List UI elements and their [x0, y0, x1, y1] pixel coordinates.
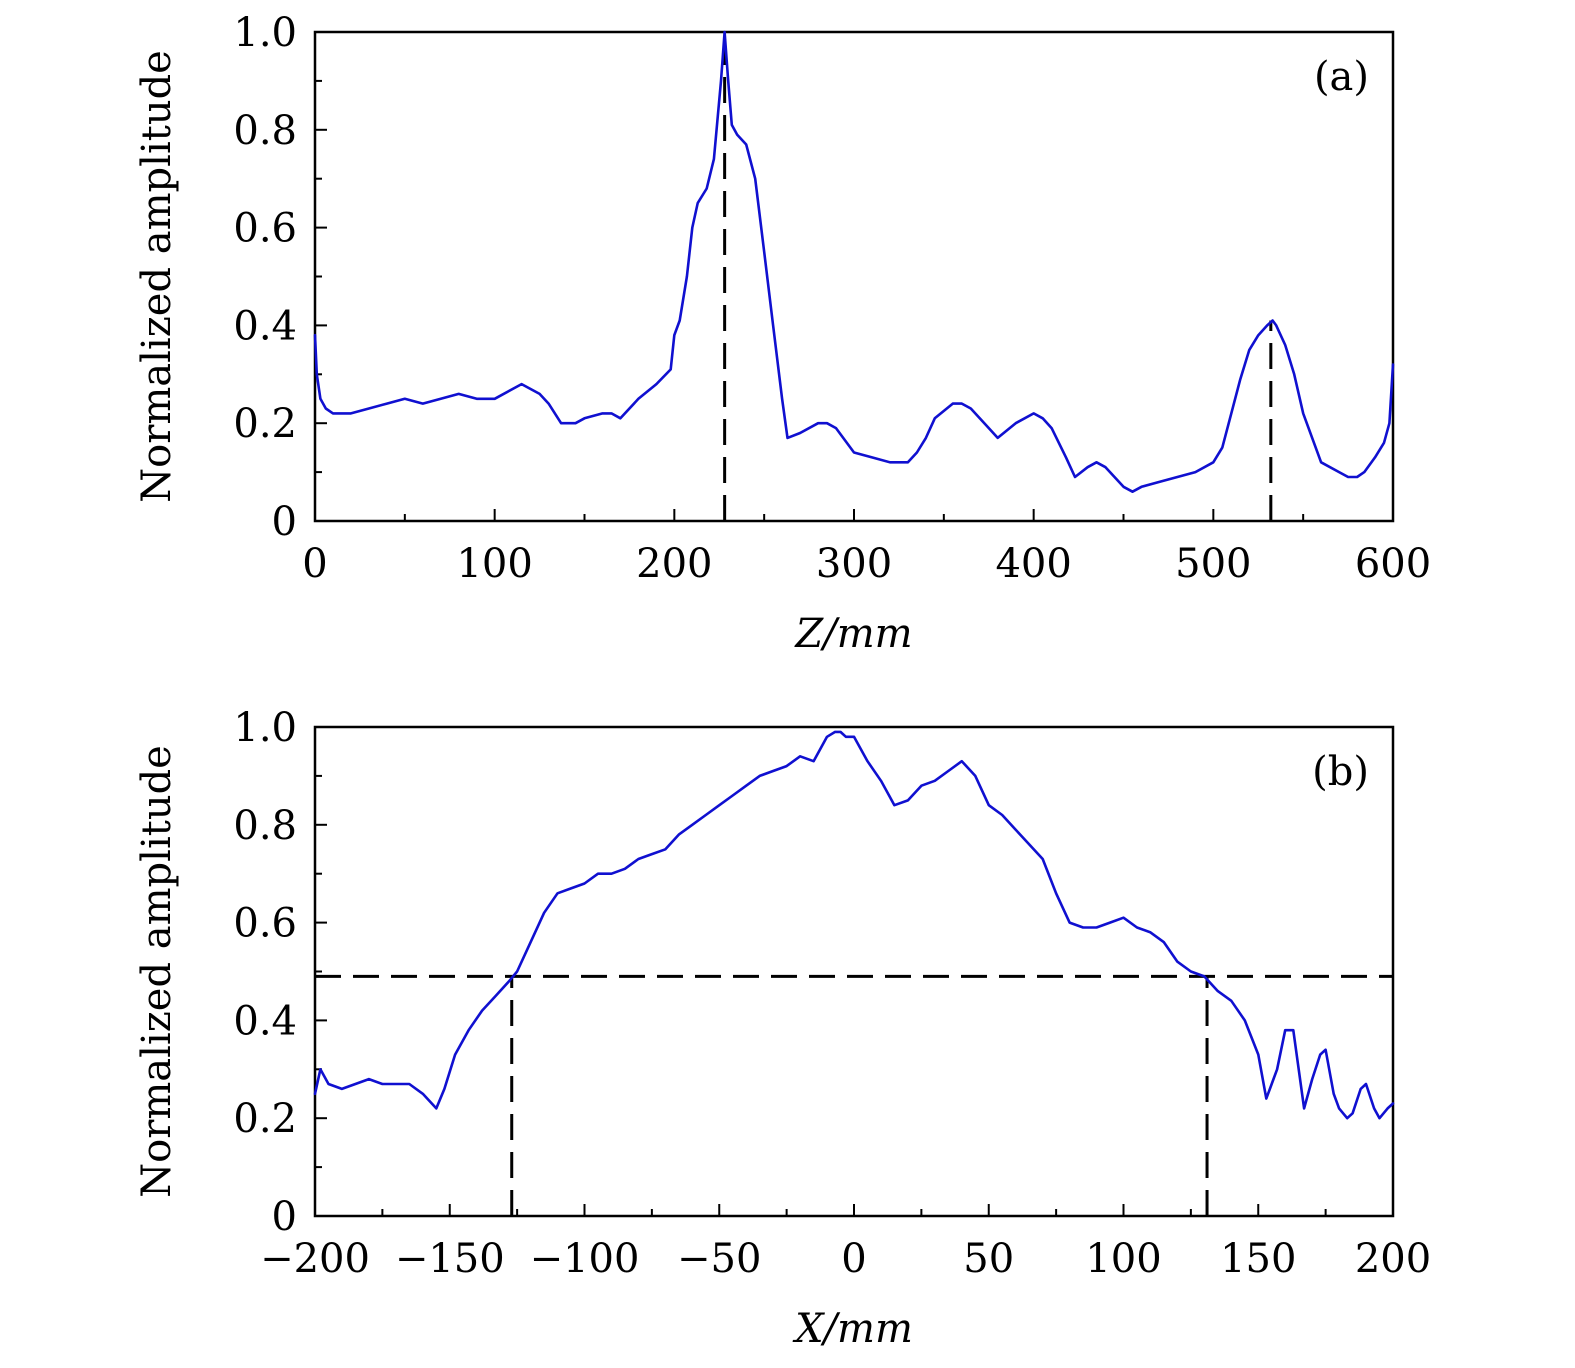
y-tick-label: 0.2 — [233, 401, 297, 447]
y-tick-label: 0.8 — [233, 108, 297, 154]
amplitude-series-line — [313, 730, 1395, 1120]
x-tick-label: 150 — [1220, 1236, 1296, 1282]
y-tick-label: 0.2 — [233, 1096, 297, 1142]
x-tick-label: 0 — [302, 541, 327, 587]
y-tick-label: 0.4 — [233, 998, 297, 1044]
x-tick-label: 100 — [456, 541, 532, 587]
x-tick-label: −50 — [677, 1236, 761, 1282]
x-tick-label: 100 — [1085, 1236, 1161, 1282]
panel-label: (a) — [1314, 54, 1369, 100]
x-tick-label: −150 — [395, 1236, 505, 1282]
x-tick-label: 500 — [1175, 541, 1251, 587]
y-axis-title: Normalized amplitude — [134, 50, 180, 503]
y-tick-label: 0 — [272, 1194, 297, 1240]
y-tick-label: 0.6 — [233, 206, 297, 252]
x-tick-label: 200 — [1355, 1236, 1431, 1282]
x-tick-label: 50 — [963, 1236, 1014, 1282]
x-tick-label: 400 — [995, 541, 1071, 587]
panel-label: (b) — [1312, 749, 1369, 795]
y-tick-label: 0.6 — [233, 901, 297, 947]
x-tick-label: 300 — [816, 541, 892, 587]
x-tick-label: −200 — [260, 1236, 370, 1282]
y-tick-label: 0.4 — [233, 303, 297, 349]
y-tick-label: 1.0 — [233, 705, 297, 751]
plot-frame — [313, 725, 1395, 1218]
y-tick-label: 0 — [272, 499, 297, 545]
x-axis-title: X/mm — [792, 1306, 913, 1352]
y-tick-label: 1.0 — [233, 10, 297, 56]
amplitude-series-line — [313, 30, 1395, 494]
y-tick-label: 0.8 — [233, 803, 297, 849]
chart-panel-b: −200 −150 −100 −50 0 50 100 150 200 0 0.2 0.4 0.6 0.8… — [134, 705, 1431, 1352]
x-axis-title: Z/mm — [793, 611, 912, 657]
x-tick-label: −100 — [530, 1236, 640, 1282]
x-tick-label: 0 — [841, 1236, 866, 1282]
x-tick-label: 600 — [1355, 541, 1431, 587]
chart-panel-a: 0 100 200 300 400 500 600 0 0.2 0.4 0.6 0.8 1.0 Z/mm N… — [134, 10, 1431, 657]
x-tick-label: 200 — [636, 541, 712, 587]
y-axis-title: Normalized amplitude — [134, 745, 180, 1198]
plot-frame — [313, 30, 1395, 523]
